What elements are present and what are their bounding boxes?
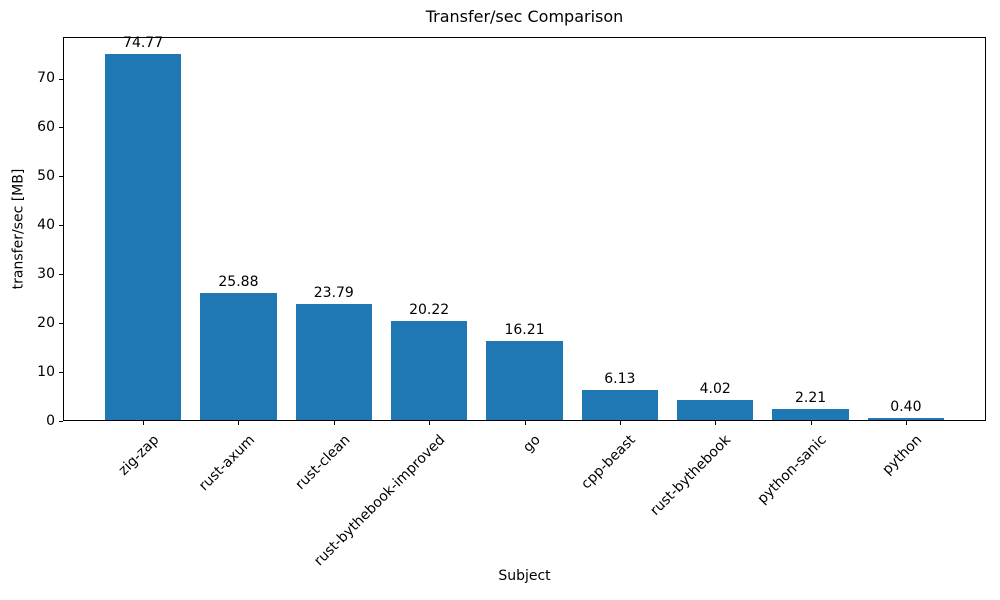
y-tick-mark — [59, 323, 63, 325]
y-tick-label: 20 — [37, 314, 55, 331]
x-tick-label: rust-clean — [292, 432, 354, 493]
y-tick-label: 40 — [37, 216, 55, 233]
bar-value-label: 25.88 — [218, 274, 259, 291]
bar-value-label: 6.13 — [604, 371, 636, 387]
bar — [677, 400, 754, 420]
y-tick-mark — [59, 176, 63, 178]
x-axis-label: Subject — [498, 568, 551, 584]
bar — [200, 293, 277, 420]
x-tick-mark — [429, 421, 431, 425]
bar — [104, 54, 182, 420]
x-tick-mark — [619, 421, 621, 425]
y-tick-label: 60 — [37, 118, 55, 135]
y-tick-label: 30 — [37, 265, 55, 282]
x-tick-mark — [905, 421, 907, 425]
bar-value-label: 74.77 — [123, 35, 164, 52]
bar-value-label: 4.02 — [699, 381, 731, 398]
bar — [391, 321, 468, 420]
bar — [772, 409, 849, 420]
x-tick-label: zig-zap — [115, 432, 163, 479]
y-tick-label: 0 — [46, 412, 55, 429]
y-tick-mark — [59, 274, 63, 276]
x-tick-label: rust-bythebook — [647, 432, 735, 519]
x-tick-mark — [238, 421, 240, 425]
x-tick-mark — [143, 421, 145, 425]
bar-value-label: 23.79 — [313, 284, 354, 301]
y-tick-label: 10 — [37, 363, 55, 380]
bar-value-label: 0.40 — [890, 399, 922, 416]
x-tick-mark — [524, 421, 526, 425]
y-tick-mark — [59, 225, 63, 227]
bar-value-label: 20.22 — [409, 302, 450, 319]
y-tick-mark — [59, 127, 63, 129]
x-tick-mark — [810, 421, 812, 425]
x-tick-mark — [333, 421, 335, 425]
bar — [486, 340, 563, 420]
x-tick-label: go — [520, 432, 544, 456]
x-tick-label: python — [879, 432, 926, 478]
plot-area — [63, 37, 986, 421]
y-tick-mark — [59, 421, 63, 422]
y-tick-label: 70 — [37, 70, 55, 87]
x-tick-mark — [715, 421, 717, 425]
x-tick-label: rust-axum — [195, 432, 258, 495]
x-tick-label: python-sanic — [754, 432, 830, 508]
y-tick-mark — [59, 78, 63, 80]
chart-title: Transfer/sec Comparison — [425, 7, 624, 26]
x-tick-label: cpp-beast — [578, 432, 640, 493]
y-tick-mark — [59, 372, 63, 374]
bar-value-label: 2.21 — [794, 390, 827, 407]
y-tick-label: 50 — [37, 167, 55, 184]
bar — [581, 390, 658, 420]
bar — [295, 303, 372, 420]
bar — [867, 418, 945, 420]
bar-value-label: 16.21 — [504, 321, 545, 338]
